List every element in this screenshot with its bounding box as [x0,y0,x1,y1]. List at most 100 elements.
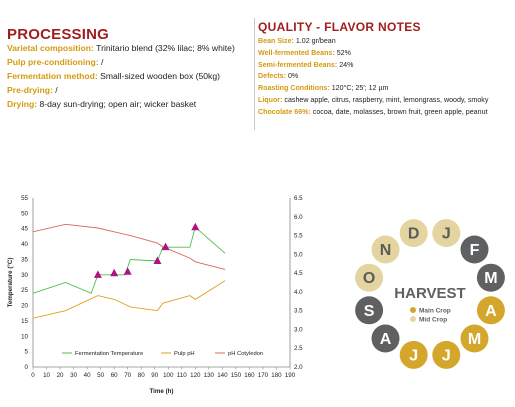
y-tick-label: 55 [21,195,28,202]
harvest-legend-dot [410,316,416,322]
quality-row: Defects: 0% [258,72,298,82]
processing-row: Fermentation method: Small-sized wooden … [7,71,220,82]
quality-value: 0% [286,72,299,81]
month-circle [476,263,505,292]
x-tick-label: 30 [70,372,77,379]
turning-marker [153,256,162,264]
turning-marker [110,268,119,277]
month-circle [476,296,505,325]
processing-row: Drying: 8-day sun-drying; open air; wick… [7,99,196,110]
quality-row: Chocolate 66%: cocoa, date, molasses, br… [258,108,488,118]
x-tick-label: 40 [84,372,91,379]
processing-key: Pre-drying: [7,85,53,95]
month-circle [460,235,489,264]
y2-tick-label: 3.0 [294,326,303,333]
x-tick-label: 10 [43,372,50,379]
month-circle [432,219,461,248]
quality-row: Semi-fermented Beans: 24% [258,61,353,71]
month-letter: M [468,331,481,348]
quality-value: 1.02 gr/bean [293,37,336,45]
x-tick-label: 180 [271,372,282,379]
x-tick-label: 50 [97,372,104,379]
y2-tick-label: 5.5 [294,233,303,240]
processing-key: Pulp pre-conditioning: [7,57,99,67]
month-letter: A [485,303,497,320]
x-tick-label: 130 [204,372,215,379]
y-tick-label: 5 [25,349,29,356]
quality-key: Well-fermented Beans: [258,48,335,57]
x-tick-label: 160 [244,372,255,379]
quality-key: Defects: [258,72,286,81]
processing-value: Trinitario blend (32% lilac; 8% white) [93,43,235,53]
y-tick-label: 35 [21,256,28,263]
x-tick-label: 20 [57,372,64,379]
x-tick-label: 150 [231,372,242,379]
processing-value: 8-day sun-drying; open air; wicker baske… [37,99,197,109]
y2-tick-label: 5.0 [294,251,303,258]
y-tick-label: 40 [21,241,28,248]
turning-marker [161,242,170,251]
turning-marker [191,222,200,231]
x-tick-label: 0 [31,372,35,379]
quality-key: Liquor: [258,96,283,104]
fermentation-chart: 0 10 20 30 40 50 60 70 80 90 100 110 120 130 140 150 160… [7,195,303,395]
processing-key: Fermentation method: [7,71,98,81]
x-axis-label: Time (h) [150,388,174,395]
y-tick-label: 50 [21,210,28,217]
y-tick-label: 45 [21,226,28,233]
y-tick-label: 25 [21,287,28,294]
harvest-legend-label: Main Crop [419,308,451,315]
processing-row: Pre-drying: / [7,85,58,96]
processing-row: Pulp pre-conditioning: / [7,57,103,68]
y2-tick-label: 4.5 [294,270,303,277]
series-line [32,223,226,270]
quality-value: 52% [334,48,351,57]
month-circle [371,235,400,264]
quality-key: Roasting Conditions: [258,84,330,93]
month-letter: J [409,347,418,364]
month-letter: J [442,226,451,243]
y2-tick-label: 6.5 [294,195,303,202]
harvest-label: HARVEST [394,285,465,302]
harvest-legend-dot [410,307,416,313]
processing-value: Small-sized wooden box (50kg) [97,71,220,81]
x-tick-label: 70 [124,372,131,379]
quality-title: QUALITY - FLAVOR NOTES [258,20,421,34]
y2-tick-label: 4.0 [294,289,303,296]
y-tick-label: 15 [21,318,28,325]
month-letter: O [363,270,375,287]
quality-row: Well-fermented Beans: 52% [258,49,351,59]
month-letter: A [380,331,392,348]
y2-tick-label: 6.0 [294,214,303,221]
y-tick-label: 0 [25,364,29,371]
month-letter: S [364,303,375,320]
month-letter: J [442,347,451,364]
quality-key: Bean Size: [258,37,294,45]
month-circle [399,219,428,248]
quality-row: Liquor: cashew apple, citrus, raspberry,… [258,96,488,106]
quality-key: Semi-fermented Beans: [258,60,338,69]
x-tick-label: 80 [138,372,145,379]
y-axis-label: Temperature (°C) [7,258,14,308]
y-tick-label: 20 [21,303,28,310]
y-tick-label: 10 [21,333,28,340]
series-line [32,226,226,294]
quality-value: 24% [337,60,354,69]
legend-label: pH Cotyledon [228,351,263,357]
month-letter: F [470,242,480,259]
month-circle [371,324,400,353]
turning-marker [123,267,132,275]
x-tick-label: 120 [190,372,201,379]
x-tick-label: 110 [177,372,187,379]
month-circle [355,263,384,292]
y2-tick-label: 2.0 [294,364,303,371]
month-circle [432,340,461,369]
series-line [32,280,226,319]
processing-title: PROCESSING [7,26,110,43]
month-circle [355,296,384,325]
section-divider [254,18,255,130]
processing-key: Drying: [7,99,38,109]
processing-row: Varietal composition: Trinitario blend (… [7,43,235,54]
y2-tick-label: 2.5 [294,345,303,352]
